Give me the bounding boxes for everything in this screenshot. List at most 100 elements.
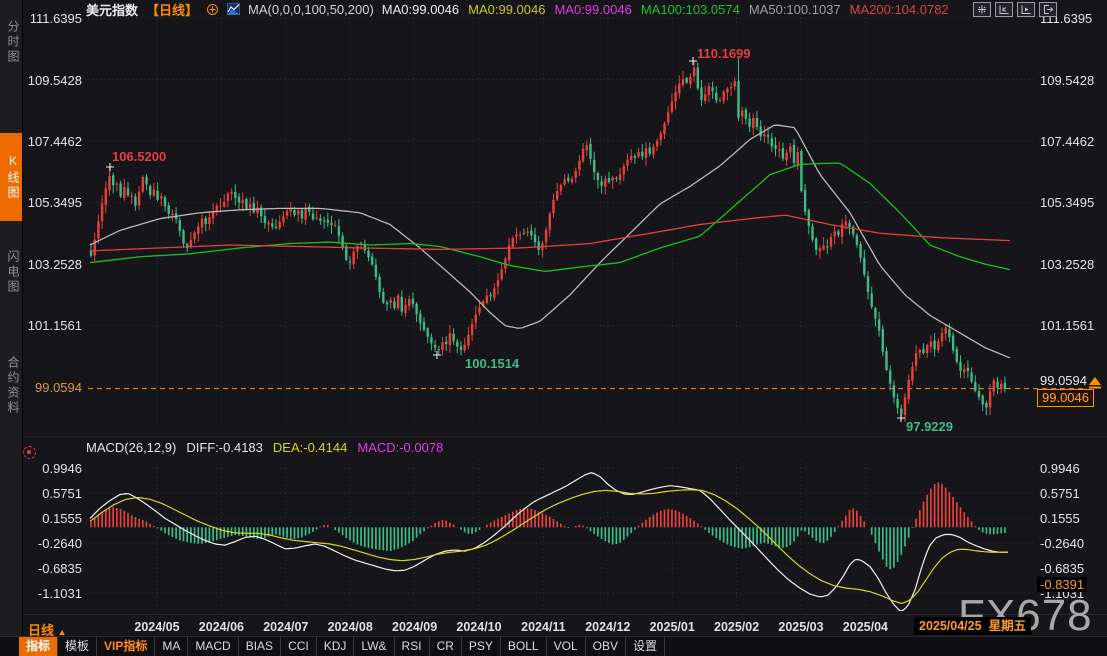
sidebar-item-2[interactable]: K线图 [0,133,22,221]
price-tick-left: 99.0594 [35,379,82,395]
price-tick-right: 105.3495 [1040,195,1095,211]
price-tick-right: 103.2528 [1040,256,1095,272]
x-axis-month-2: 2024/06 [198,620,244,634]
add-indicator-icon[interactable] [206,3,219,16]
toolbar-item-rsi[interactable]: RSI [395,637,430,656]
playback-icon[interactable] [1017,2,1035,17]
price-annotation-4: 97.9229 [906,419,953,434]
window-icon-group [973,2,1057,17]
sidebar-item-1[interactable]: 分时图 [6,19,20,65]
chevron-up-icon: ▲ [57,627,67,637]
price-tick-right: 101.1561 [1040,318,1095,334]
toolbar-item-[interactable]: 指标 [19,637,59,656]
selected-date-label: 2025/04/25 星期五 [914,617,1032,635]
toolbar-item-bias[interactable]: BIAS [239,637,282,656]
legend-item-4: MA100:103.0574 [640,1,740,17]
legend-item-6: MA200:104.0782 [849,1,949,17]
sidebar-item-3[interactable]: 闪电图 [6,249,20,295]
macd-tick-left: 0.9946 [42,461,82,477]
macd-name: MACD(26,12,9) [86,440,177,455]
legend-item-2: MA0:99.0046 [468,1,546,17]
price-tick-left: 101.1561 [27,318,82,334]
toolbar-item-kdj[interactable]: KDJ [317,637,355,656]
extreme-markers [106,57,905,422]
legend-item-5: MA50:100.1037 [748,1,841,17]
x-axis-month-4: 2024/08 [327,620,373,634]
toolbar-item-boll[interactable]: BOLL [501,637,547,656]
price-tick-left: 111.6395 [29,11,82,26]
toolbar-item-psy[interactable]: PSY [462,637,501,656]
chart-header: 美元指数 【日线】 MA(0,0,0,100,50,200) MA0:99.00… [86,1,949,18]
macd-tick-right: 0.5751 [1040,486,1080,502]
price-tick-right: 109.5428 [1040,72,1095,88]
x-axis-month-5: 2024/09 [392,620,438,634]
toolbar-item-[interactable]: 设置 [626,637,665,656]
toolbar-item-cr[interactable]: CR [430,637,462,656]
macd-tick-left: -0.2640 [37,536,82,552]
price-tick-left: 103.2528 [27,256,82,272]
macd-tick-right: 0.1555 [1040,511,1080,527]
chart-legend: MA0:99.0046 MA0:99.0046 MA0:99.0046 MA100:1… [382,2,949,17]
legend-item-3: MA0:99.0046 [554,1,632,17]
x-axis-month-7: 2024/11 [521,620,566,634]
macd-dea-value: DEA:-0.4144 [272,440,348,455]
macd-current-badge: -0.8391 [1037,577,1088,592]
toolbar-item-cci[interactable]: CCI [281,637,317,656]
weekday-value: 星期五 [988,619,1027,633]
period-selector[interactable]: 日线 ▲ [28,623,67,638]
current-price-badge: 99.0046 [1037,389,1094,407]
macd-plot [89,472,1009,611]
price-annotation-1: 106.5200 [112,149,167,164]
macd-tick-left: -0.6835 [37,561,82,577]
price-tick-left: 107.4462 [27,133,82,149]
toolbar-item-[interactable]: 模板 [58,637,98,656]
price-tick-right: 107.4462 [1040,133,1095,149]
crosshair-icon[interactable] [973,2,991,17]
toolbar-item-vip[interactable]: VIP指标 [97,637,156,656]
legend-item-1: MA0:99.0046 [381,1,460,17]
x-axis-month-10: 2025/02 [714,620,760,634]
ma-settings-label: MA(0,0,0,100,50,200) [248,1,374,17]
macd-tick-right: -0.2640 [1040,536,1085,552]
record-icon [23,446,36,459]
price-annotation-2: 110.1699 [697,46,751,61]
price-tick-right: 99.0594 [1040,372,1087,388]
price-tick-left: 105.3495 [27,195,82,211]
current-price-line [88,377,1101,390]
x-axis-month-8: 2024/12 [585,620,631,634]
macd-diff-value: DIFF:-0.4183 [186,440,263,455]
grid-lines [22,14,1107,615]
toolbar-item-vol[interactable]: VOL [547,637,586,656]
moving-average-lines [89,124,1011,359]
toolbar-item-macd[interactable]: MACD [188,637,239,656]
macd-header: MACD(26,12,9) DIFF:-0.4183 DEA:-0.4144 M… [86,440,443,455]
x-axis-month-11: 2025/03 [778,620,824,634]
indicator-toolbar: 指标 模板 VIP指标 MA MACD BIAS CCI KDJ LW& RSI CR PSY BOLL… [0,636,1107,656]
x-axis-month-3: 2024/07 [263,620,309,634]
x-axis-month-9: 2025/01 [649,620,695,634]
axis-scale-icon[interactable] [995,2,1013,17]
macd-tick-left: 0.1555 [42,511,82,527]
symbol-name: 美元指数 [86,2,139,18]
toolbar-item-ma[interactable]: MA [155,637,189,656]
sidebar: 分时图 K线图闪电图合约资料 [0,0,23,637]
toolbar-item-lw[interactable]: LW& [354,637,395,656]
exit-chart-icon[interactable] [1039,2,1057,17]
x-axis-month-1: 2024/05 [134,620,180,634]
x-axis-month-6: 2024/10 [456,620,502,634]
macd-tick-right: 0.9946 [1040,461,1080,477]
period-tag: 【日线】 [146,2,199,18]
candlesticks [89,56,1007,422]
price-annotation-3: 100.1514 [465,356,520,371]
date-value: 2025/04/25 [919,619,982,633]
macd-macd-value: MACD:-0.0078 [357,440,444,455]
macd-tick-right: -0.6835 [1040,561,1085,577]
macd-tick-left: -1.1031 [37,586,82,602]
x-axis-month-12: 2025/04 [842,620,888,634]
mini-chart-icon[interactable] [227,3,241,15]
sidebar-item-4[interactable]: 合约资料 [6,356,20,416]
toolbar-item-obv[interactable]: OBV [586,637,626,656]
price-tick-left: 109.5428 [27,72,82,88]
